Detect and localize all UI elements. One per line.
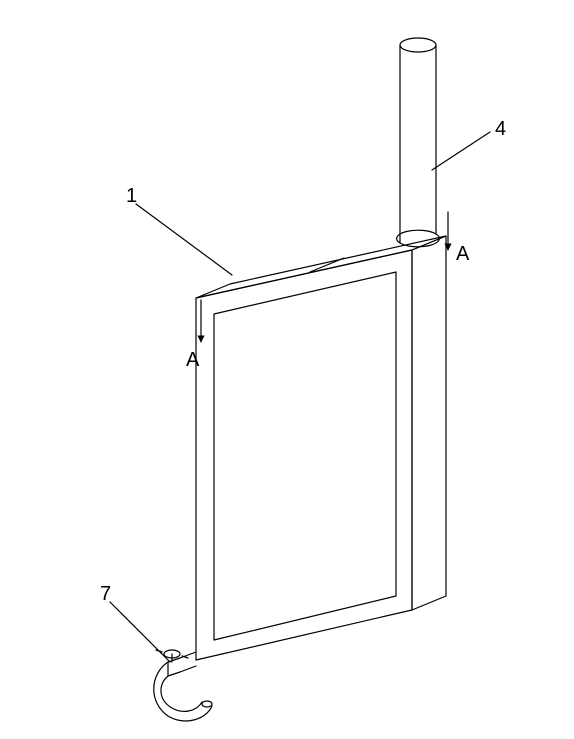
tank-box xyxy=(196,230,446,660)
leader-4 xyxy=(432,132,490,170)
callout-label-4: 4 xyxy=(495,118,506,140)
leader-1 xyxy=(136,204,232,275)
callout-label-7: 7 xyxy=(100,583,111,605)
faucet xyxy=(154,650,212,721)
section-label-left: A xyxy=(186,349,200,371)
leader-7 xyxy=(110,602,170,662)
callout-label-1: 1 xyxy=(126,185,137,207)
section-label-right: A xyxy=(456,243,470,265)
pipe xyxy=(397,38,440,247)
diagram-canvas: 4 1 7 A A xyxy=(0,0,574,739)
